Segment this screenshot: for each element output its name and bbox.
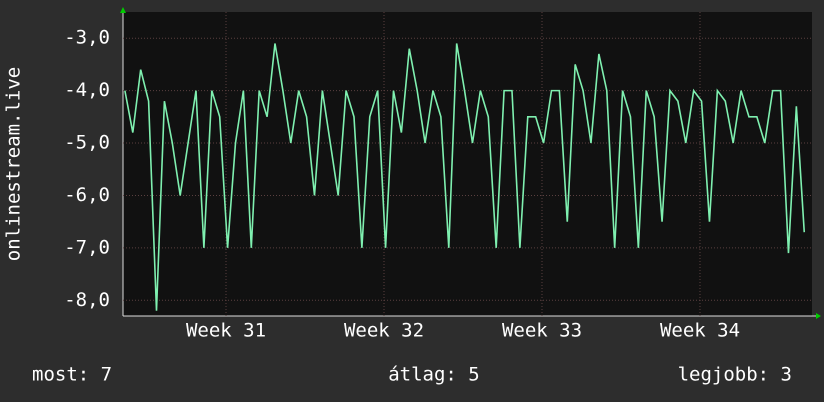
x-arrow: [816, 313, 821, 319]
y-tick-label: -3,0: [64, 27, 110, 49]
y-tick-label: -4,0: [64, 79, 110, 101]
stat-label: átlag: 5: [388, 364, 480, 386]
x-tick-label: Week 31: [186, 320, 266, 342]
y-tick-label: -7,0: [64, 236, 110, 258]
y-axis-label: onlinestream.live: [3, 67, 25, 261]
stat-label: legjobb: 3: [678, 364, 792, 386]
y-arrow: [120, 7, 126, 13]
x-tick-label: Week 34: [660, 320, 740, 342]
x-tick-label: Week 33: [502, 320, 582, 342]
stat-label: most: 7: [32, 364, 112, 386]
y-tick-label: -8,0: [64, 289, 110, 311]
y-tick-label: -5,0: [64, 132, 110, 154]
x-tick-label: Week 32: [344, 320, 424, 342]
data-line: [124, 43, 806, 311]
plot-area: [123, 12, 812, 316]
y-tick-label: -6,0: [64, 184, 110, 206]
